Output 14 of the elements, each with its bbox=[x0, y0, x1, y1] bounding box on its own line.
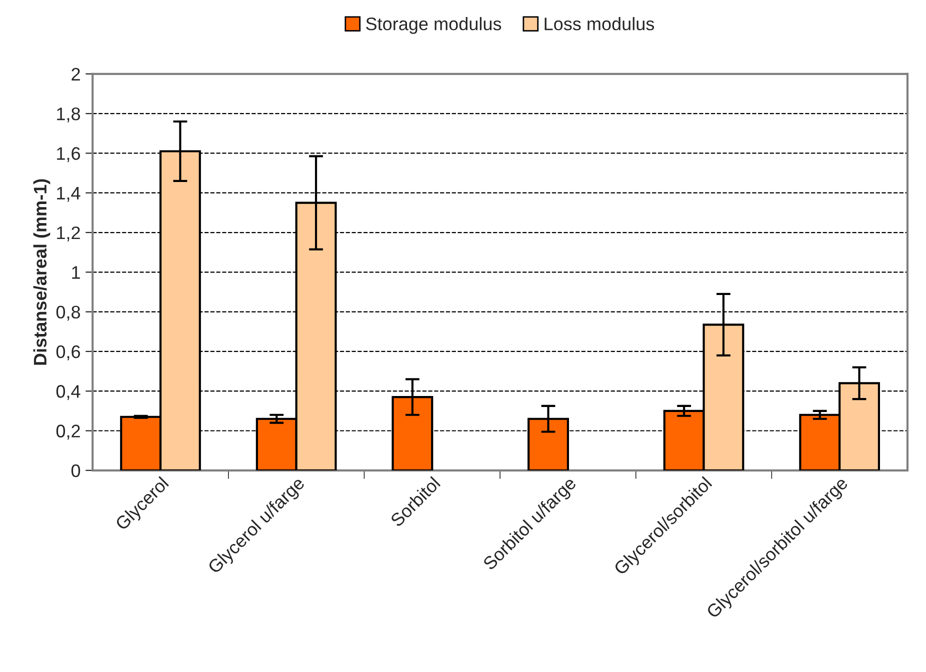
y-tick-label: 1,4 bbox=[57, 186, 80, 202]
legend-label: Storage modulus bbox=[366, 17, 502, 34]
legend-label: Loss modulus bbox=[544, 17, 654, 30]
y-tick-label: 1,8 bbox=[57, 108, 80, 122]
y-tick-label: 0,4 bbox=[56, 385, 80, 400]
y-tick-label: 0 bbox=[71, 464, 80, 478]
y-tick-label: 0,2 bbox=[56, 424, 80, 440]
y-tick-label: 0,6 bbox=[56, 345, 80, 360]
y-tick-label: 1,2 bbox=[57, 226, 80, 242]
y-tick-label: 1 bbox=[72, 266, 80, 279]
y-tick-label: 1,6 bbox=[57, 147, 80, 162]
y-tick-label: 2 bbox=[72, 68, 80, 80]
y-axis-title: Distanse/areal (mm-1) bbox=[33, 179, 50, 365]
y-tick-label: 0,8 bbox=[56, 306, 80, 321]
